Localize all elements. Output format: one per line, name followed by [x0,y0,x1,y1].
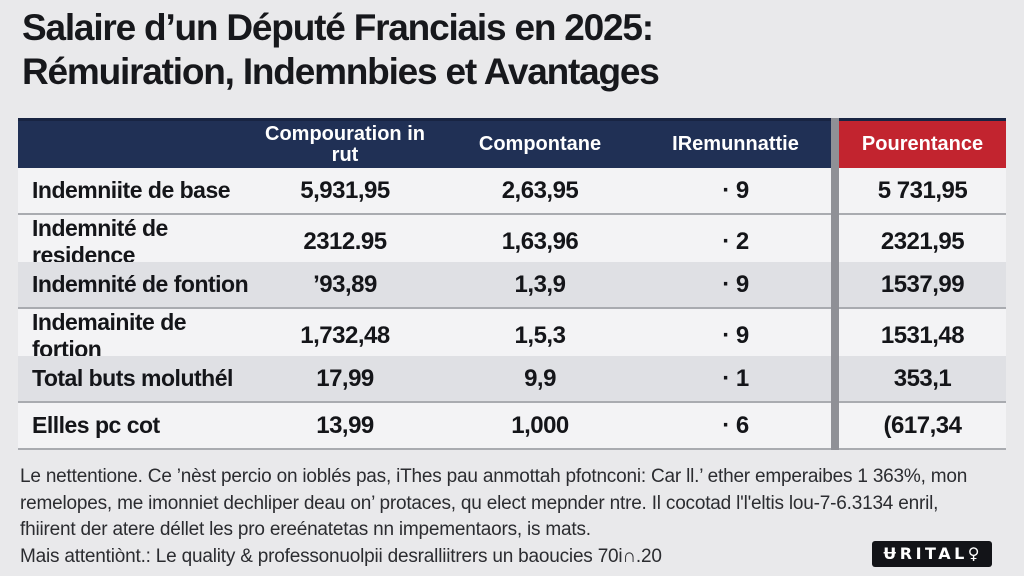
salary-table: Compouration in rut Compontane IRemunnat… [18,118,1006,450]
cell-pourcentance: (617,34 [839,403,1006,450]
cell-compontane: 9,9 [440,356,640,403]
table-row: Ellles pc cot 13,99 1,000 · 6 (617,34 [18,403,1006,450]
page-title-line2: Rémuiration, Indemnbies et Avantages [22,51,660,92]
cell-compontane: 1,63,96 [440,215,640,271]
cell-remunnattie: · 6 [640,403,831,450]
footer-note-line2: remelopes, me imonniet dechliper deau on… [20,492,939,514]
row-label: Indemnité de residence [18,215,250,271]
page-title: Salaire d’un Député Franciais en 2025: R… [22,6,660,94]
row-label: Total buts moluthél [18,356,250,403]
footer-note-line1: Le nettentione. Ce ’nèst percio on ioblé… [20,466,968,487]
header-remunnattie: IRemunnattie [640,118,831,168]
table-row: Indemainite de fortion 1,732,48 1,5,3 · … [18,309,1006,365]
table-header-row: Compouration in rut Compontane IRemunnat… [18,118,1006,168]
cell-compouration: 17,99 [250,356,440,403]
cell-remunnattie: · 1 [640,356,831,403]
cell-remunnattie: · 9 [640,262,831,309]
cell-pourcentance: 1531,48 [839,309,1006,365]
table-row: Indemnité de residence 2312.95 1,63,96 ·… [18,215,1006,271]
cell-compontane: 1,3,9 [440,262,640,309]
column-divider [831,262,839,309]
row-label: Ellles pc cot [18,403,250,450]
cell-compouration: ’93,89 [250,262,440,309]
table-row: Indemnité de fontion ’93,89 1,3,9 · 9 15… [18,262,1006,309]
footer-note-line3: fhiirent der atere déllet les pro ereéna… [20,519,591,540]
cell-compouration: 1,732,48 [250,309,440,365]
footer-note-line4: Mais attentiònt.: Le quality & professon… [20,545,662,567]
brand-logo-text: ɄRITAL♀ [883,544,983,563]
cell-compouration: 5,931,95 [250,168,440,215]
page-title-line1: Salaire d’un Député Franciais en 2025: [22,7,654,48]
brand-logo-badge: ɄRITAL♀ [872,541,992,567]
cell-remunnattie: · 9 [640,168,831,215]
column-divider [831,168,839,215]
cell-compontane: 1,5,3 [440,309,640,365]
cell-pourcentance: 353,1 [839,356,1006,403]
cell-pourcentance: 5 731,95 [839,168,1006,215]
header-compouration: Compouration in rut [250,118,440,168]
column-divider [831,403,839,450]
footer-note: Le nettentione. Ce ’nèst percio on ioblé… [20,464,1010,570]
row-label: Indemniite de base [18,168,250,215]
cell-pourcentance: 1537,99 [839,262,1006,309]
table-row: Total buts moluthél 17,99 9,9 · 1 353,1 [18,356,1006,403]
column-divider [831,356,839,403]
header-compontane: Compontane [440,118,640,168]
row-label: Indemainite de fortion [18,309,250,365]
cell-compontane: 1,000 [440,403,640,450]
cell-pourcentance: 2321,95 [839,215,1006,271]
cell-compontane: 2,63,95 [440,168,640,215]
cell-compouration: 13,99 [250,403,440,450]
table-row: Indemniite de base 5,931,95 2,63,95 · 9 … [18,168,1006,215]
header-label [18,118,250,168]
header-column-divider [831,118,839,168]
header-pourcentance: Pourentance [839,118,1006,168]
row-label: Indemnité de fontion [18,262,250,309]
